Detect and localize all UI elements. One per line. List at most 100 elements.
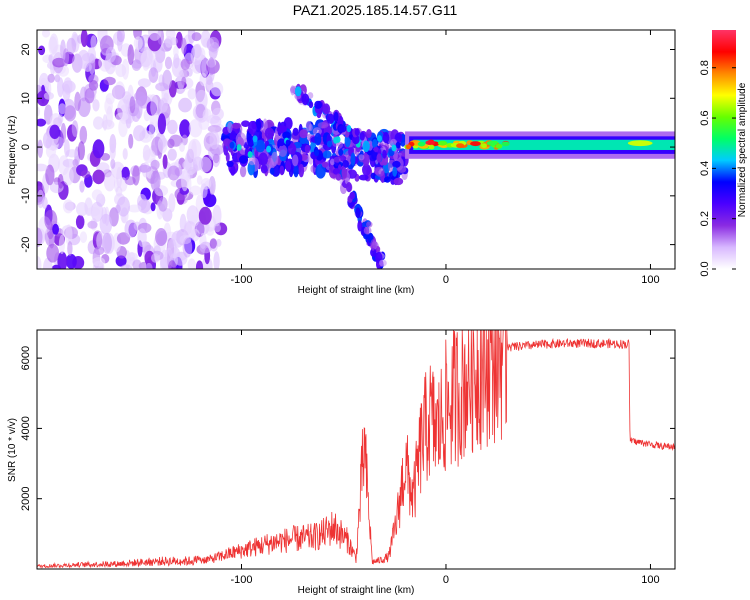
heatmap-cell: [93, 116, 104, 130]
heatmap-cell: [92, 139, 105, 159]
heatmap-cell: [118, 118, 128, 138]
heatmap-frame: [36, 29, 676, 270]
heatmap-cell: [292, 154, 299, 167]
heatmap-cell: [182, 237, 193, 258]
heatmap-cell: [128, 133, 134, 149]
heatmap-cell: [90, 35, 97, 50]
heatmap-cell: [64, 139, 70, 158]
heatmap-cell: [155, 228, 168, 246]
heatmap-cell: [346, 182, 352, 193]
heatmap-cell: [173, 251, 188, 266]
heatmap-cell: [392, 166, 398, 177]
heatmap-cell: [87, 220, 98, 229]
heatmap-cell: [285, 139, 291, 147]
heatmap-cell: [41, 196, 48, 209]
heatmap-cell: [115, 186, 123, 197]
heatmap-cell: [75, 214, 85, 230]
colorbar-tick-label: 0.2: [699, 211, 711, 226]
heatmap-cell: [314, 100, 322, 109]
heatmap-cell: [322, 103, 331, 115]
heatmap-cell: [148, 67, 159, 83]
heatmap-cell: [49, 124, 61, 139]
heatmap-cell: [148, 30, 162, 41]
heatmap-y-tick-label: -20: [20, 237, 32, 253]
heatmap-cell: [363, 233, 370, 240]
heatmap-cell: [127, 44, 135, 66]
heatmap-y-tick-label: 0: [20, 144, 32, 150]
heatmap-cell: [362, 163, 371, 176]
heatmap-cell: [179, 142, 185, 152]
heatmap-cell: [338, 125, 347, 133]
heatmap-cell: [247, 151, 253, 158]
heatmap-cell: [84, 88, 95, 104]
heatmap-cells: [37, 30, 675, 269]
heatmap-cell: [165, 30, 176, 40]
heatmap-cell: [501, 141, 510, 147]
heatmap-cell: [71, 120, 79, 137]
heatmap-cell: [292, 127, 299, 136]
heatmap-cell: [155, 82, 169, 92]
heatmap-cell: [236, 144, 242, 151]
heatmap-cell: [62, 158, 76, 168]
heatmap-cell: [99, 213, 113, 235]
heatmap-cell: [159, 97, 169, 113]
heatmap-cell: [88, 80, 99, 91]
heatmap-cell: [103, 76, 116, 86]
heatmap-cell: [79, 125, 88, 144]
heatmap-cell: [132, 259, 142, 269]
heatmap-cell: [392, 160, 401, 168]
colorbar-tick-label: 0.0: [699, 261, 711, 276]
heatmap-cell: [115, 112, 129, 121]
heatmap-cell: [394, 132, 403, 143]
heatmap-cell: [150, 202, 156, 212]
heatmap-cell: [79, 180, 85, 193]
heatmap-cell: [195, 260, 204, 269]
colorbar-tick-label: 0.6: [699, 110, 711, 125]
heatmap-cell: [335, 173, 342, 181]
heatmap-cell: [133, 36, 143, 50]
heatmap-cell: [264, 127, 275, 139]
heatmap-cell: [278, 138, 285, 147]
heatmap-cell: [181, 170, 189, 192]
heatmap-cell: [373, 146, 379, 153]
colorbar-label: Normalized spectral amplitude: [737, 82, 748, 217]
heatmap-cell: [391, 144, 397, 152]
heatmap-cell: [131, 59, 142, 71]
heatmap-cell: [145, 262, 153, 269]
heatmap-cell: [86, 206, 101, 217]
heatmap-cell: [376, 153, 382, 163]
heatmap-cell: [229, 141, 235, 149]
heatmap-cell: [158, 196, 168, 212]
heatmap-cell: [170, 37, 178, 46]
snr-y-axis-label: SNR (10 * v/v): [7, 418, 18, 482]
heatmap-cell: [384, 176, 391, 183]
heatmap-cell: [322, 150, 332, 159]
heatmap-cell: [287, 143, 297, 155]
heatmap-cell: [317, 122, 329, 129]
heatmap-cell: [335, 136, 341, 143]
heatmap-cell: [252, 135, 258, 143]
heatmap-cell: [305, 120, 312, 132]
heatmap-cell: [188, 138, 202, 160]
heatmap-cell: [180, 58, 190, 71]
heatmap-cell: [138, 164, 152, 173]
heatmap-y-axis-label: Frequency (Hz): [7, 116, 18, 185]
heatmap-cell: [122, 148, 128, 160]
heatmap-cell: [226, 160, 234, 168]
heatmap-cell: [293, 164, 299, 178]
heatmap-cell: [41, 30, 51, 38]
heatmap-cell: [80, 170, 91, 179]
heatmap-cell: [181, 134, 188, 146]
heatmap-cell: [271, 151, 279, 167]
heatmap-cell: [45, 164, 55, 186]
heatmap-cell: [355, 207, 361, 219]
heatmap-cell: [326, 140, 332, 148]
heatmap-cell: [357, 220, 363, 232]
heatmap-cell: [191, 32, 202, 42]
heatmap-cell: [47, 73, 55, 83]
heatmap-cell: [290, 85, 296, 96]
heatmap-cell: [92, 257, 106, 267]
heatmap-cell: [150, 159, 160, 170]
snr-background: [37, 330, 675, 569]
heatmap-cell: [101, 119, 115, 130]
